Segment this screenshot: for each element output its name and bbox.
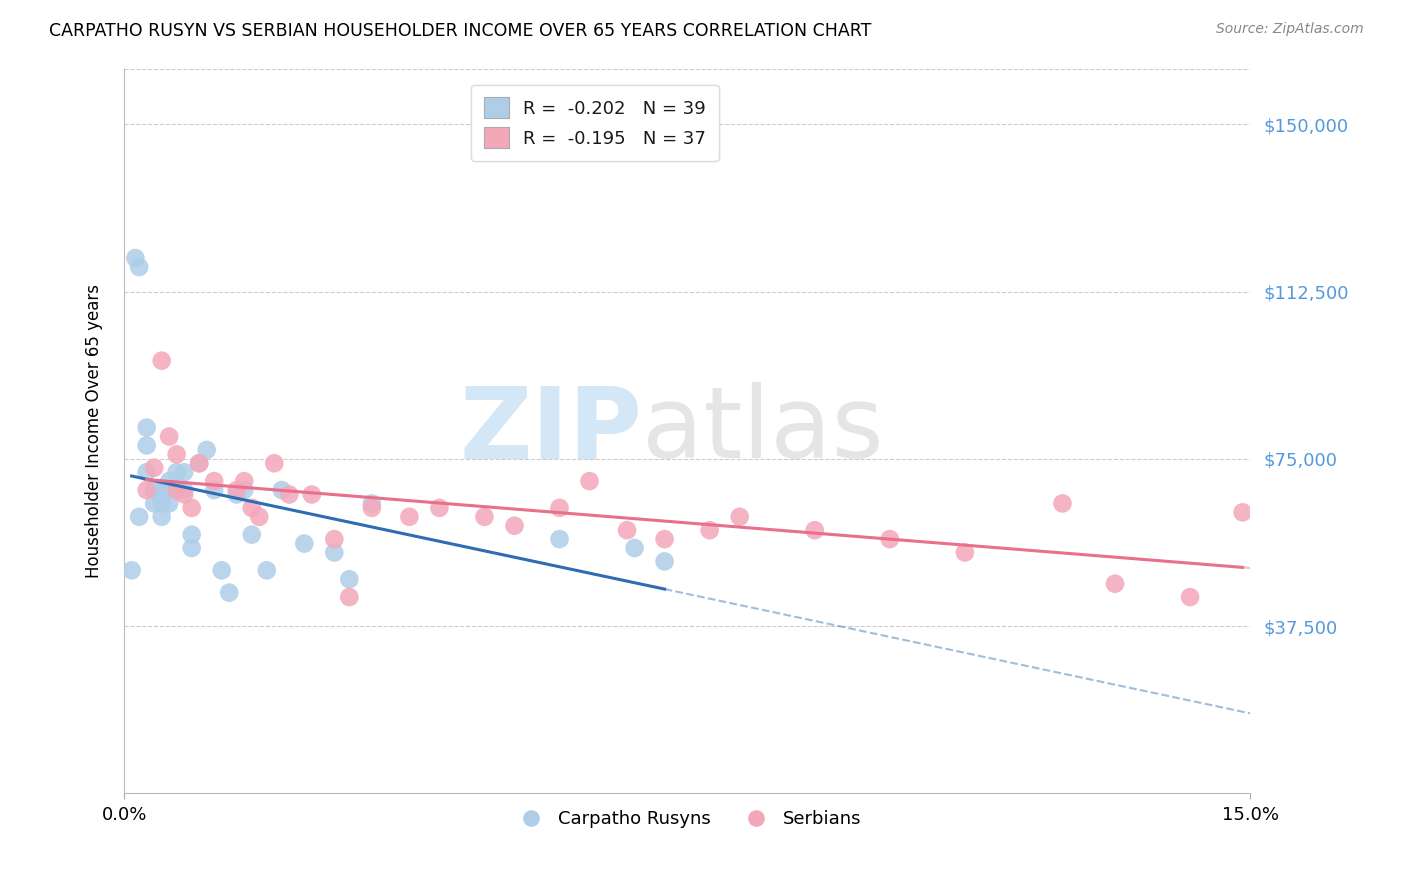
Point xyxy=(135,483,157,497)
Point xyxy=(337,572,360,586)
Point xyxy=(150,353,173,368)
Point xyxy=(211,563,233,577)
Legend: Carpatho Rusyns, Serbians: Carpatho Rusyns, Serbians xyxy=(506,803,869,835)
Point xyxy=(233,483,256,497)
Point xyxy=(953,545,976,559)
Point xyxy=(188,456,211,470)
Point xyxy=(474,509,496,524)
Point xyxy=(157,474,180,488)
Point xyxy=(699,523,721,537)
Point xyxy=(323,532,346,546)
Point xyxy=(256,563,278,577)
Point xyxy=(173,487,195,501)
Point xyxy=(1178,590,1201,604)
Point xyxy=(180,541,202,555)
Point xyxy=(623,541,645,555)
Text: CARPATHO RUSYN VS SERBIAN HOUSEHOLDER INCOME OVER 65 YEARS CORRELATION CHART: CARPATHO RUSYN VS SERBIAN HOUSEHOLDER IN… xyxy=(49,22,872,40)
Point xyxy=(548,500,571,515)
Point xyxy=(225,487,247,501)
Point xyxy=(128,509,150,524)
Point xyxy=(143,460,166,475)
Point xyxy=(233,474,256,488)
Point xyxy=(240,527,263,541)
Point xyxy=(150,509,173,524)
Point xyxy=(398,509,420,524)
Point xyxy=(578,474,600,488)
Point xyxy=(124,251,146,265)
Point xyxy=(166,483,188,497)
Point xyxy=(616,523,638,537)
Point xyxy=(180,500,202,515)
Point xyxy=(292,536,315,550)
Point xyxy=(143,496,166,510)
Point xyxy=(166,447,188,461)
Point xyxy=(548,532,571,546)
Text: atlas: atlas xyxy=(643,383,884,479)
Point xyxy=(218,585,240,599)
Point xyxy=(128,260,150,274)
Point xyxy=(240,500,263,515)
Point xyxy=(121,563,143,577)
Point xyxy=(1232,505,1254,519)
Point xyxy=(173,465,195,479)
Point xyxy=(323,545,346,559)
Point xyxy=(1052,496,1074,510)
Point xyxy=(360,496,382,510)
Point xyxy=(180,527,202,541)
Text: ZIP: ZIP xyxy=(460,383,643,479)
Point xyxy=(503,518,526,533)
Text: Source: ZipAtlas.com: Source: ZipAtlas.com xyxy=(1216,22,1364,37)
Point xyxy=(195,442,218,457)
Point xyxy=(157,429,180,443)
Point xyxy=(654,532,676,546)
Point xyxy=(278,487,301,501)
Y-axis label: Householder Income Over 65 years: Householder Income Over 65 years xyxy=(86,284,103,578)
Point xyxy=(173,483,195,497)
Point xyxy=(270,483,292,497)
Point xyxy=(728,509,751,524)
Point xyxy=(301,487,323,501)
Point xyxy=(202,483,225,497)
Point xyxy=(150,496,173,510)
Point xyxy=(247,509,270,524)
Point xyxy=(157,496,180,510)
Point xyxy=(135,420,157,434)
Point xyxy=(188,456,211,470)
Point xyxy=(166,483,188,497)
Point xyxy=(337,590,360,604)
Point xyxy=(157,483,180,497)
Point xyxy=(135,465,157,479)
Point xyxy=(429,500,451,515)
Point xyxy=(1104,576,1126,591)
Point xyxy=(879,532,901,546)
Point xyxy=(150,487,173,501)
Point xyxy=(166,465,188,479)
Point xyxy=(135,438,157,452)
Point xyxy=(360,500,382,515)
Point xyxy=(225,483,247,497)
Point xyxy=(202,474,225,488)
Point xyxy=(654,554,676,568)
Point xyxy=(803,523,825,537)
Point xyxy=(143,483,166,497)
Point xyxy=(263,456,285,470)
Point xyxy=(150,483,173,497)
